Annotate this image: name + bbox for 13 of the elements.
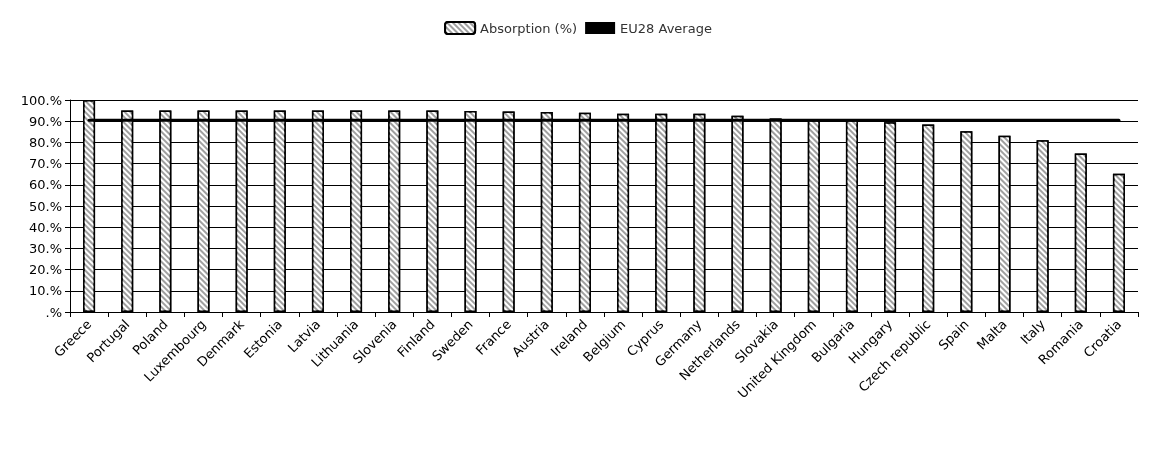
legend-label: Absorption (%) xyxy=(480,20,578,36)
legend-label: EU28 Average xyxy=(620,20,712,36)
y-tick-label: .% xyxy=(45,304,62,320)
y-tick-label: 40.% xyxy=(28,219,62,235)
y-tick-label: 100.% xyxy=(20,92,62,108)
y-tick-label: 90.% xyxy=(28,113,62,129)
y-tick-label: 80.% xyxy=(28,134,62,150)
y-tick-label: 60.% xyxy=(28,177,62,193)
y-tick-label: 20.% xyxy=(28,262,62,278)
y-tick-label: 70.% xyxy=(28,156,62,172)
y-tick-label: 30.% xyxy=(28,240,62,256)
y-tick-label: 50.% xyxy=(28,198,62,214)
y-tick-label: 10.% xyxy=(28,283,62,299)
